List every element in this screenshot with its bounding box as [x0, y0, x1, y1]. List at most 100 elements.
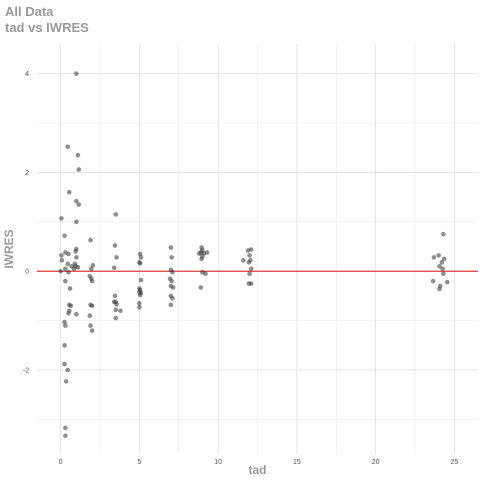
data-point — [62, 343, 67, 348]
data-point — [137, 251, 143, 257]
data-point — [59, 258, 65, 263]
y-tick-label: 0 — [25, 269, 29, 276]
x-tick-label: 0 — [59, 459, 63, 466]
data-point — [74, 311, 79, 317]
data-point — [66, 189, 72, 195]
data-point — [437, 286, 442, 292]
data-point — [66, 251, 71, 257]
data-point — [74, 219, 79, 225]
data-point — [89, 328, 95, 333]
data-point — [430, 278, 436, 284]
data-point — [113, 315, 119, 321]
data-point — [170, 285, 176, 290]
data-point — [63, 278, 68, 284]
data-point — [436, 253, 441, 258]
data-point — [62, 361, 67, 367]
data-point — [65, 367, 71, 373]
data-point — [198, 285, 204, 290]
data-point — [137, 261, 143, 266]
x-tick-label: 20 — [372, 459, 380, 466]
y-axis-title: IWRES — [2, 229, 16, 268]
data-point — [113, 212, 119, 217]
data-point — [63, 433, 68, 439]
data-point — [441, 271, 446, 276]
data-point — [169, 278, 174, 284]
x-tick-label: 5 — [137, 459, 141, 466]
data-point — [73, 249, 78, 254]
data-point — [168, 302, 174, 308]
data-point — [66, 269, 71, 275]
data-point — [138, 277, 144, 283]
data-point — [170, 269, 175, 275]
y-axis-ticks: -2 0 2 4 — [23, 71, 29, 374]
data-points — [58, 71, 450, 439]
data-point — [203, 271, 208, 276]
data-point — [58, 268, 63, 274]
x-axis-ticks: 0 5 10 15 20 25 — [59, 459, 459, 466]
data-point — [65, 261, 71, 267]
data-point — [89, 266, 94, 272]
data-point — [441, 256, 447, 262]
y-tick-label: 2 — [25, 170, 29, 177]
x-tick-label: 10 — [214, 459, 222, 466]
data-point — [168, 245, 174, 250]
data-point — [441, 231, 446, 237]
data-point — [137, 304, 142, 310]
x-axis-title: tad — [249, 463, 267, 477]
data-point — [118, 308, 123, 314]
data-point — [199, 256, 204, 262]
data-point — [63, 323, 68, 328]
data-point — [113, 307, 119, 313]
data-point — [59, 253, 64, 258]
data-point — [67, 286, 73, 291]
data-point — [204, 250, 210, 255]
data-point — [138, 255, 144, 260]
data-point — [88, 323, 93, 328]
data-point — [137, 292, 143, 298]
data-point — [196, 251, 202, 256]
data-point — [63, 266, 68, 272]
data-point — [71, 266, 77, 272]
data-point — [63, 379, 69, 384]
data-point — [440, 266, 445, 272]
y-tick-label: 4 — [25, 71, 29, 78]
data-point — [111, 265, 117, 271]
data-point — [62, 233, 67, 238]
data-point — [437, 263, 442, 269]
chart-subtitle: tad vs IWRES — [5, 20, 89, 35]
data-point — [68, 303, 74, 309]
data-point — [76, 202, 82, 207]
data-point — [76, 167, 82, 172]
data-point — [75, 264, 81, 270]
data-point — [248, 247, 254, 252]
data-point — [169, 255, 174, 260]
data-point — [431, 255, 437, 260]
data-point — [170, 296, 175, 301]
x-tick-label: 15 — [293, 459, 301, 466]
x-tick-label: 25 — [450, 459, 458, 466]
data-point — [75, 152, 81, 158]
data-point — [88, 237, 93, 243]
data-point — [246, 260, 252, 265]
y-tick-label: -2 — [23, 368, 29, 375]
data-point — [89, 303, 95, 309]
grid-lines — [37, 44, 478, 454]
data-point — [112, 293, 118, 299]
data-point — [66, 310, 71, 316]
data-point — [74, 71, 79, 76]
data-point — [62, 319, 67, 325]
data-point — [247, 271, 252, 276]
data-point — [111, 299, 117, 305]
data-point — [137, 301, 142, 306]
data-point — [90, 263, 96, 268]
data-point — [74, 255, 79, 260]
chart-title: All Data — [5, 4, 54, 19]
data-point — [89, 278, 95, 284]
data-point — [241, 258, 246, 263]
data-point — [112, 243, 118, 248]
data-point — [59, 216, 64, 221]
data-point — [65, 144, 71, 150]
data-point — [63, 425, 68, 431]
data-point — [74, 198, 79, 204]
data-point — [444, 279, 450, 285]
